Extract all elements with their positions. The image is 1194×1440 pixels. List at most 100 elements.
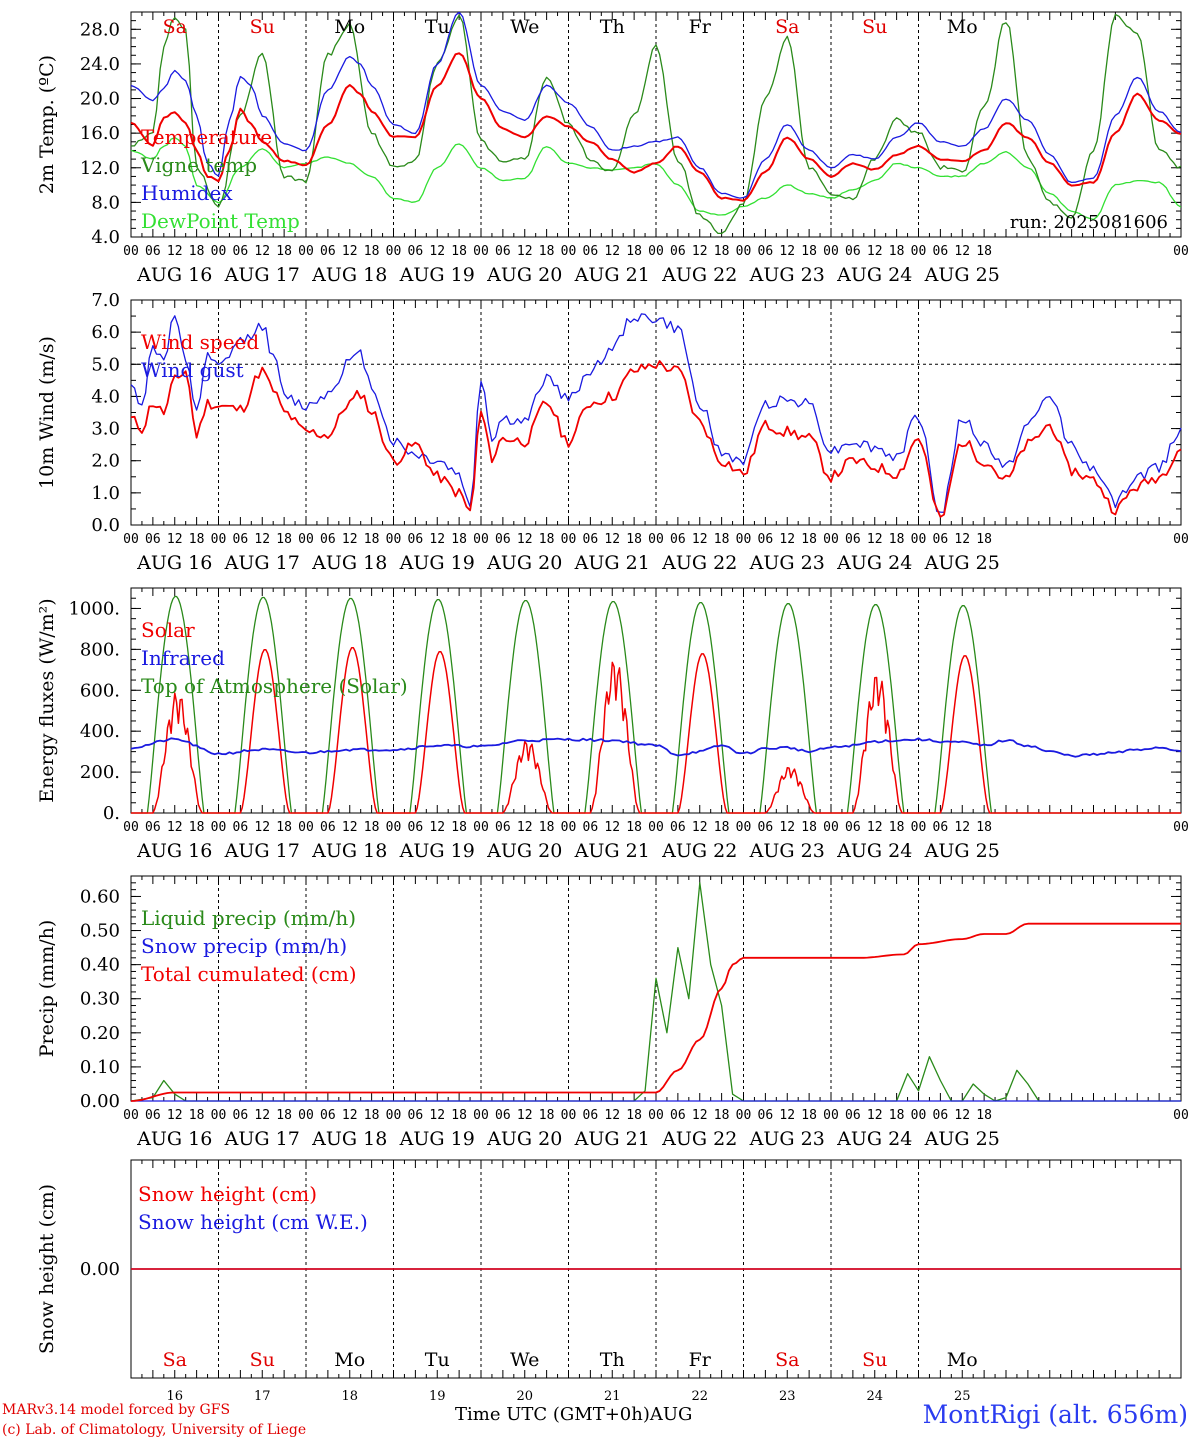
hour-tick-label: 12 <box>604 244 620 259</box>
hour-tick-label: 12 <box>342 244 358 259</box>
hour-tick-label: 18 <box>451 1108 467 1123</box>
date-label: AUG 20 <box>486 1128 562 1150</box>
y-tick-label: 0.20 <box>80 1023 120 1044</box>
y-axis-label: Snow height (cm) <box>36 1184 58 1354</box>
series-wind-gust <box>130 313 1182 513</box>
hour-tick-label: 18 <box>801 820 817 835</box>
hour-tick-label: 18 <box>714 244 730 259</box>
hour-tick-label: 12 <box>254 532 270 547</box>
hour-tick-label: 18 <box>364 1108 380 1123</box>
series-infrared <box>130 737 1182 758</box>
hour-tick-label: 06 <box>845 1108 861 1123</box>
hour-tick-label: 00 <box>473 1108 489 1123</box>
hour-tick-label: 18 <box>976 244 992 259</box>
date-label: AUG 16 <box>136 840 212 862</box>
hour-tick-label: 00 <box>911 820 927 835</box>
y-tick-label: 6.0 <box>91 322 120 343</box>
y-tick-label: 24.0 <box>80 54 120 75</box>
hour-tick-label: 12 <box>429 532 445 547</box>
date-label: AUG 21 <box>574 552 650 574</box>
y-tick-label: 7.0 <box>91 290 120 311</box>
date-label: AUG 25 <box>924 1128 1000 1150</box>
hour-tick-label: 00 <box>911 532 927 547</box>
hour-tick-label: 12 <box>692 244 708 259</box>
day-number-label: 20 <box>516 1389 533 1404</box>
hour-tick-label: 06 <box>583 244 599 259</box>
y-tick-label: 12.0 <box>80 158 120 179</box>
hour-tick-label: 00 <box>736 820 752 835</box>
hour-tick-label: 18 <box>889 532 905 547</box>
series-humidex <box>131 12 1181 199</box>
hour-tick-label: 12 <box>779 1108 795 1123</box>
model-credit: MARv3.14 model forced by GFS (c) Lab. of… <box>2 1400 306 1440</box>
hour-tick-label: 18 <box>451 244 467 259</box>
hour-tick-label: 18 <box>714 1108 730 1123</box>
hour-tick-label: 18 <box>539 820 555 835</box>
weekday-label: We <box>510 16 539 38</box>
hour-tick-label: 12 <box>867 244 883 259</box>
day-number-label: 24 <box>866 1389 883 1404</box>
y-tick-label: 600. <box>80 680 120 701</box>
hour-tick-label: 12 <box>429 1108 445 1123</box>
date-label: AUG 16 <box>136 1128 212 1150</box>
legend-entry: Top of Atmosphere (Solar) <box>141 674 408 698</box>
hour-tick-label: 06 <box>145 532 161 547</box>
hour-tick-label: 06 <box>495 244 511 259</box>
hour-tick-label: 00 <box>823 820 839 835</box>
weekday-label: Th <box>600 1349 625 1371</box>
date-label: AUG 20 <box>486 840 562 862</box>
station-name: MontRigi (alt. 656m) <box>922 1400 1188 1429</box>
hour-tick-label: 06 <box>233 820 249 835</box>
y-tick-label: 20.0 <box>80 89 120 110</box>
y-tick-label: 4.0 <box>91 386 120 407</box>
hour-tick-label: 00 <box>386 1108 402 1123</box>
hour-tick-label: 12 <box>517 244 533 259</box>
date-label: AUG 16 <box>136 552 212 574</box>
hour-tick-label: 06 <box>408 1108 424 1123</box>
date-label: AUG 24 <box>836 1128 912 1150</box>
y-tick-label: 3.0 <box>91 419 120 440</box>
hour-tick-label: 06 <box>933 244 949 259</box>
hour-tick-label: 00 <box>211 820 227 835</box>
hour-tick-label: 00 <box>911 1108 927 1123</box>
hour-tick-label: 00 <box>561 532 577 547</box>
date-label: AUG 19 <box>399 1128 475 1150</box>
date-label: AUG 25 <box>924 264 1000 286</box>
hour-tick-label: 18 <box>189 244 205 259</box>
hour-tick-label: 06 <box>320 532 336 547</box>
hour-tick-label: 18 <box>276 1108 292 1123</box>
y-tick-label: 0.00 <box>80 1259 120 1280</box>
y-tick-label: 0.0 <box>91 515 120 536</box>
legend-entry: Wind gust <box>141 358 244 382</box>
y-tick-label: 8.0 <box>91 192 120 213</box>
panel-3: 00 06 12 18 AUG 16 00 06 12 18 AUG 17 00 06 12 18 AUG … <box>36 587 1189 862</box>
hour-tick-label: 00 <box>561 1108 577 1123</box>
day-number-label: 21 <box>604 1389 621 1404</box>
legend-entry: Liquid precip (mm/h) <box>141 906 356 930</box>
y-tick-label: 28.0 <box>80 19 120 40</box>
panel-4: 00 06 12 18 AUG 16 00 06 12 18 AUG 17 00 06 12 18 AUG … <box>36 875 1189 1150</box>
hour-tick-label: 12 <box>167 820 183 835</box>
weekday-label: Su <box>250 16 275 38</box>
hour-tick-label: 06 <box>845 244 861 259</box>
hour-tick-label: 00 <box>211 532 227 547</box>
y-axis-label: Energy fluxes (W/m²) <box>36 598 58 802</box>
hour-tick-label: 06 <box>233 1108 249 1123</box>
hour-tick-label: 06 <box>758 532 774 547</box>
date-label: AUG 24 <box>836 552 912 574</box>
date-label: AUG 17 <box>224 264 300 286</box>
y-tick-label: 4.0 <box>91 227 120 248</box>
hour-tick-label: 18 <box>539 244 555 259</box>
hour-tick-label: 06 <box>408 532 424 547</box>
hour-tick-label: 18 <box>626 244 642 259</box>
hour-tick-label: 12 <box>167 244 183 259</box>
hour-tick-label: 12 <box>692 532 708 547</box>
hour-tick-label: 06 <box>233 244 249 259</box>
hour-tick-label: 00 <box>123 1108 139 1123</box>
hour-tick-label: 00 <box>911 244 927 259</box>
y-tick-label: 1000. <box>68 598 120 619</box>
hour-tick-label: 18 <box>539 1108 555 1123</box>
weekday-label: Fr <box>689 16 712 38</box>
hour-tick-label: 00 <box>561 820 577 835</box>
